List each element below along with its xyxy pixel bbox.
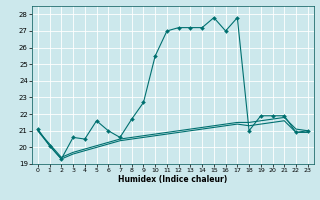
X-axis label: Humidex (Indice chaleur): Humidex (Indice chaleur) xyxy=(118,175,228,184)
